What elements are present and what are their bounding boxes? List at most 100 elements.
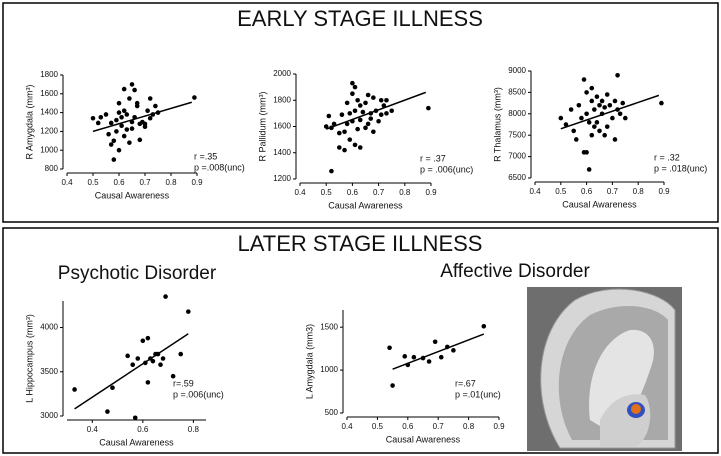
x-tick-label: 0.5 xyxy=(87,178,99,187)
point xyxy=(347,111,353,116)
point xyxy=(147,96,153,101)
point xyxy=(125,353,130,359)
point xyxy=(445,344,450,350)
point xyxy=(132,87,137,93)
point xyxy=(142,124,148,129)
point xyxy=(127,96,132,101)
chart-title: Psychotic Disorder xyxy=(58,263,217,284)
point xyxy=(129,82,135,87)
point xyxy=(186,309,191,314)
point xyxy=(155,110,161,115)
point xyxy=(623,115,628,121)
point xyxy=(90,115,96,121)
point xyxy=(116,110,122,115)
y-tick-label: 1200 xyxy=(273,174,291,183)
y-tick-label: 1000 xyxy=(40,145,58,154)
point xyxy=(143,360,148,366)
y-tick-label: 3000 xyxy=(40,411,58,420)
x-tick-label: 0.5 xyxy=(321,188,333,197)
point xyxy=(145,380,151,385)
point xyxy=(337,130,342,136)
point xyxy=(451,348,456,353)
x-tick-label: 0.9 xyxy=(425,188,437,197)
x-tick-label: 0.7 xyxy=(373,188,385,197)
point xyxy=(438,354,444,360)
point xyxy=(589,98,595,104)
y-tick-label: 7000 xyxy=(508,152,526,161)
point xyxy=(132,415,138,421)
x-tick-label: 0.4 xyxy=(87,425,99,434)
annotation: r =.35 xyxy=(194,151,217,161)
point xyxy=(381,103,387,108)
x-tick-label: 0.6 xyxy=(402,422,414,431)
point xyxy=(363,125,368,131)
point xyxy=(132,115,137,120)
point xyxy=(110,385,115,390)
point xyxy=(95,120,101,126)
point xyxy=(568,107,574,112)
point xyxy=(329,125,334,131)
x-tick-label: 0.4 xyxy=(341,422,353,431)
annotation: p = .006(unc) xyxy=(420,164,473,174)
point xyxy=(371,95,376,100)
y-tick-label: 9000 xyxy=(508,66,526,75)
point xyxy=(350,80,355,86)
point xyxy=(344,100,350,106)
point xyxy=(584,90,589,95)
point xyxy=(72,387,77,392)
x-tick-label: 0.9 xyxy=(191,178,203,187)
point xyxy=(153,103,158,109)
annotation: r=.67 xyxy=(455,378,476,388)
annotation: r = .32 xyxy=(654,152,680,162)
x-tick-label: 0.4 xyxy=(529,187,541,196)
point xyxy=(563,122,569,127)
point xyxy=(576,102,582,108)
annotation: p =.01(unc) xyxy=(455,389,501,399)
point xyxy=(160,356,166,361)
y-tick-label: 8500 xyxy=(508,88,526,97)
point xyxy=(163,294,168,299)
annotation: p =.008(unc) xyxy=(194,162,245,172)
point xyxy=(98,115,104,120)
point xyxy=(612,137,618,142)
x-tick-label: 0.8 xyxy=(165,178,177,187)
point xyxy=(357,103,363,108)
point xyxy=(357,117,363,123)
point xyxy=(355,97,360,103)
point xyxy=(134,100,140,106)
annotation: r = .37 xyxy=(420,153,446,163)
point xyxy=(602,105,607,110)
point xyxy=(373,108,379,114)
point xyxy=(420,355,426,361)
point xyxy=(573,137,579,142)
point xyxy=(130,362,136,367)
point xyxy=(350,118,355,124)
x-tick-label: 0.8 xyxy=(188,425,200,434)
panel-title: EARLY STAGE ILLNESS xyxy=(237,6,483,31)
point xyxy=(352,142,358,148)
point xyxy=(597,128,602,134)
point xyxy=(150,112,156,117)
trend-line xyxy=(560,94,660,130)
point xyxy=(594,120,600,125)
point xyxy=(337,145,342,150)
point xyxy=(331,121,337,127)
point xyxy=(602,132,607,138)
y-tick-label: 800 xyxy=(45,164,59,173)
point xyxy=(116,100,122,106)
x-tick-label: 0.8 xyxy=(463,422,475,431)
y-axis-label: R Thalamus (mm³) xyxy=(492,87,502,162)
y-tick-label: 1600 xyxy=(40,89,58,98)
point xyxy=(121,133,127,139)
y-tick-label: 1500 xyxy=(320,322,338,331)
point xyxy=(592,107,597,112)
point xyxy=(604,124,610,129)
point xyxy=(178,351,184,357)
point xyxy=(329,168,334,174)
point xyxy=(432,339,438,345)
y-tick-label: 1800 xyxy=(273,95,291,104)
y-tick-label: 8000 xyxy=(508,109,526,118)
point xyxy=(342,129,347,135)
point xyxy=(426,105,431,111)
